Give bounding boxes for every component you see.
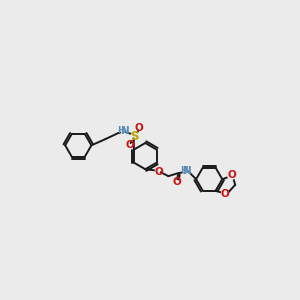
Text: O: O <box>172 177 181 187</box>
Circle shape <box>155 168 163 176</box>
Circle shape <box>173 178 181 186</box>
Text: O: O <box>220 189 230 200</box>
Text: H: H <box>180 166 188 175</box>
Text: N: N <box>121 126 130 136</box>
Circle shape <box>122 126 131 135</box>
Text: O: O <box>227 170 236 180</box>
Text: O: O <box>155 167 164 176</box>
Text: N: N <box>183 166 192 176</box>
Circle shape <box>126 142 134 149</box>
Text: H: H <box>118 126 125 135</box>
Circle shape <box>184 166 193 176</box>
Text: O: O <box>135 123 143 134</box>
Circle shape <box>228 172 236 179</box>
Text: O: O <box>125 140 134 150</box>
Circle shape <box>221 190 229 198</box>
Text: S: S <box>130 130 139 143</box>
Circle shape <box>135 124 143 132</box>
Circle shape <box>131 133 138 141</box>
